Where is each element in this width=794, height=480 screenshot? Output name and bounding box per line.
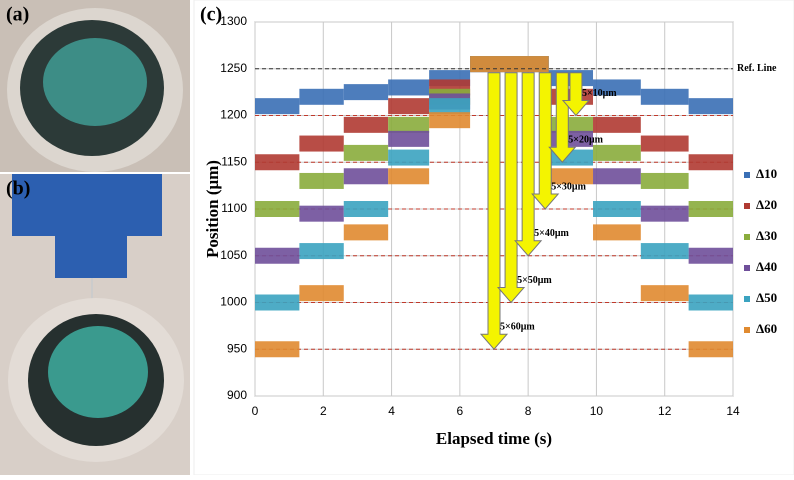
data-band: [640, 135, 689, 152]
legend-marker: [744, 203, 750, 209]
x-tick-label: 4: [388, 404, 395, 418]
legend-label: Δ10: [756, 166, 777, 181]
x-tick-label: 0: [252, 404, 259, 418]
y-tick-label: 1250: [220, 61, 247, 75]
x-tick-label: 12: [658, 404, 672, 418]
legend-marker: [744, 296, 750, 302]
data-band: [255, 294, 300, 311]
data-band: [429, 112, 471, 129]
data-band: [255, 98, 300, 115]
data-band: [299, 285, 344, 302]
data-band: [593, 79, 641, 96]
y-tick-label: 1050: [220, 248, 247, 262]
x-tick-label: 14: [726, 404, 740, 418]
data-band: [640, 243, 689, 260]
arrow: [496, 72, 526, 304]
y-tick-label: 1200: [220, 108, 247, 122]
legend-label: Δ20: [756, 197, 777, 212]
data-band: [548, 116, 594, 133]
data-band: [640, 88, 689, 105]
y-tick-label: 1150: [221, 154, 247, 168]
data-band: [688, 201, 733, 217]
arrow: [561, 72, 591, 117]
data-band: [388, 79, 430, 96]
data-band: [640, 285, 689, 302]
data-band: [388, 98, 430, 115]
data-band: [343, 84, 389, 101]
data-band: [299, 243, 344, 260]
data-band: [688, 294, 733, 311]
data-band: [548, 168, 594, 185]
y-axis-label: Position (μm): [203, 160, 222, 258]
panel-label: (b): [6, 178, 30, 200]
data-band: [688, 247, 733, 264]
y-tick-label: 1000: [220, 295, 247, 309]
arrow: [548, 72, 577, 164]
y-tick-label: 1300: [220, 14, 247, 28]
legend-marker: [744, 327, 750, 333]
data-band: [640, 172, 689, 189]
data-band: [343, 224, 389, 241]
y-tick-label: 900: [227, 388, 247, 402]
arrow: [531, 72, 560, 210]
data-band: [299, 172, 344, 189]
data-band: [470, 56, 549, 73]
x-tick-label: 10: [590, 404, 604, 418]
panel-label: (a): [6, 4, 29, 26]
data-band: [640, 205, 689, 222]
data-band: [593, 116, 641, 133]
data-band: [388, 149, 430, 166]
data-band: [299, 135, 344, 152]
data-band: [343, 168, 389, 185]
legend-label: Δ50: [756, 290, 777, 305]
y-tick-label: 1100: [221, 201, 247, 215]
legend-marker: [744, 234, 750, 240]
data-band: [593, 144, 641, 161]
ref-line-label: Ref. Line: [737, 63, 777, 74]
tissue: [43, 38, 147, 126]
x-tick-label: 6: [457, 404, 464, 418]
arrow-label: 5×20μm: [568, 135, 603, 146]
arrow-label: 5×40μm: [534, 228, 569, 239]
data-band: [388, 116, 430, 133]
data-band: [688, 154, 733, 171]
x-tick-label: 2: [320, 404, 327, 418]
data-band: [255, 341, 300, 358]
data-band: [593, 168, 641, 185]
printer-head: [12, 174, 162, 236]
tissue: [48, 326, 148, 418]
data-band: [343, 144, 389, 161]
data-band: [255, 201, 300, 217]
data-band: [255, 247, 300, 264]
nozzle: [55, 236, 127, 278]
legend-label: Δ60: [756, 321, 777, 336]
arrow: [514, 72, 543, 257]
arrow-label: 5×60μm: [500, 322, 535, 333]
y-tick-label: 950: [227, 341, 247, 355]
data-band: [429, 98, 471, 115]
data-band: [388, 168, 430, 185]
panel-label: (c): [200, 4, 222, 26]
data-band: [593, 201, 641, 217]
legend-marker: [744, 265, 750, 271]
legend-label: Δ40: [756, 259, 777, 274]
arrow-label: 5×30μm: [551, 181, 586, 192]
data-band: [299, 88, 344, 105]
legend-label: Δ30: [756, 228, 777, 243]
data-band: [593, 224, 641, 241]
data-band: [388, 130, 430, 147]
data-band: [343, 201, 389, 217]
data-band: [255, 154, 300, 171]
data-band: [688, 341, 733, 358]
arrow-label: 5×10μm: [582, 88, 617, 99]
data-band: [299, 205, 344, 222]
data-band: [688, 98, 733, 115]
data-band: [343, 116, 389, 133]
x-axis-label: Elapsed time (s): [436, 429, 552, 448]
arrow: [479, 72, 509, 351]
legend-marker: [744, 172, 750, 178]
x-tick-label: 8: [525, 404, 532, 418]
arrow-label: 5×50μm: [517, 275, 552, 286]
